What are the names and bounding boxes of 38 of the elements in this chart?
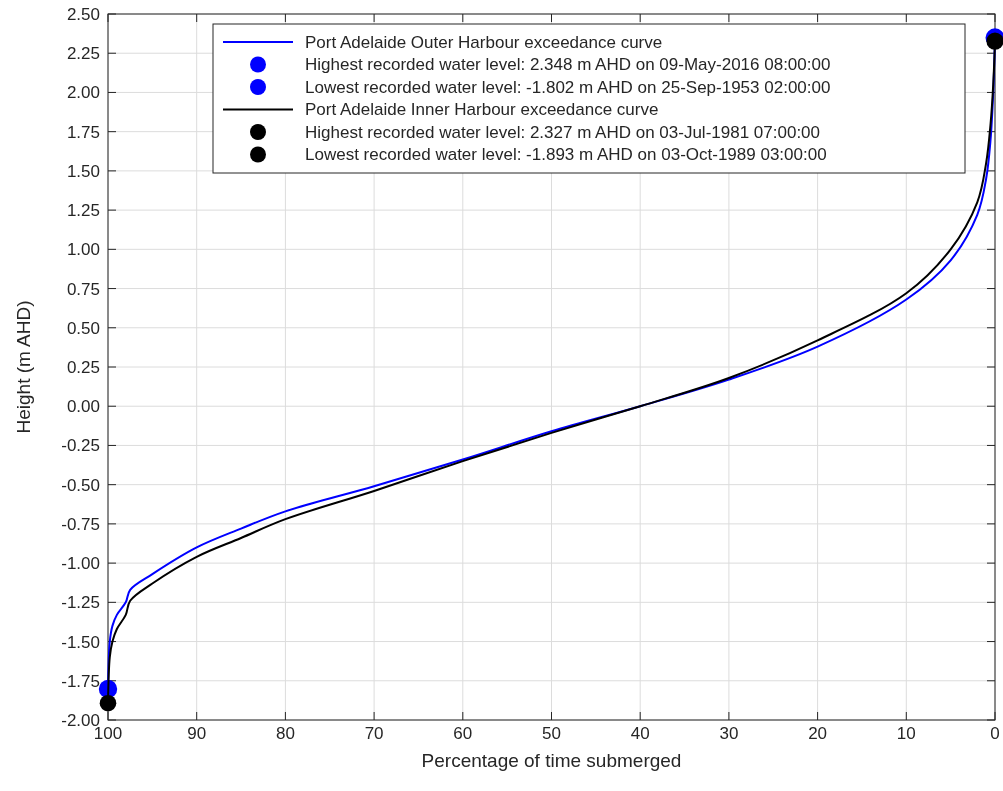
legend-label: Highest recorded water level: 2.327 m AHD on 03-Jul-1981 07:00:00	[305, 122, 821, 142]
x-tick-label: 80	[275, 724, 295, 743]
y-tick-label: 1.50	[66, 161, 100, 181]
y-tick-label: 2.50	[66, 4, 100, 24]
x-tick-label: 30	[719, 724, 739, 743]
y-tick-label: 1.00	[66, 240, 100, 260]
x-tick-label: 40	[630, 724, 650, 743]
x-tick-label: 70	[364, 724, 384, 743]
x-tick-label: 60	[453, 724, 473, 743]
x-tick-label: 20	[808, 724, 828, 743]
point	[99, 694, 117, 712]
y-tick-label: 0.25	[66, 357, 100, 377]
x-tick-label: 10	[896, 724, 916, 743]
y-tick-label: -0.50	[61, 475, 100, 495]
y-tick-label: 1.75	[66, 122, 100, 142]
legend-label: Lowest recorded water level: -1.893 m AHD on 03-Oct-1989 03:00:00	[305, 145, 827, 165]
x-tick-label: 90	[187, 724, 207, 743]
y-tick-label: 0.75	[66, 279, 100, 299]
x-axis-title: Percentage of time submerged	[421, 750, 682, 771]
legend-label: Port Adelaide Outer Harbour exceedance curve	[305, 32, 663, 52]
legend-label: Highest recorded water level: 2.348 m AHD on 09-May-2016 08:00:00	[305, 55, 831, 75]
y-tick-label: 0.00	[66, 397, 100, 417]
y-tick-label: 0.50	[66, 318, 100, 338]
y-tick-label: -1.25	[61, 593, 100, 613]
y-tick-label: 2.00	[66, 83, 100, 103]
legend-label: Port Adelaide Inner Harbour exceedance curve	[305, 100, 659, 120]
y-axis-title: Height (m AHD)	[13, 300, 34, 434]
y-tick-label: -1.75	[61, 671, 100, 691]
y-tick-label: -1.50	[61, 632, 100, 652]
y-tick-label: -1.00	[61, 554, 100, 574]
y-tick-label: 1.25	[66, 201, 100, 221]
y-tick-label: -0.25	[61, 436, 100, 456]
y-tick-label: -0.75	[61, 514, 100, 534]
y-tick-label: 2.25	[66, 44, 100, 64]
x-tick-label: 50	[542, 724, 561, 743]
legend-label: Lowest recorded water level: -1.802 m AHD on 25-Sep-1953 02:00:00	[305, 77, 831, 97]
point	[986, 32, 1003, 50]
x-tick-label: 0	[990, 724, 1000, 743]
